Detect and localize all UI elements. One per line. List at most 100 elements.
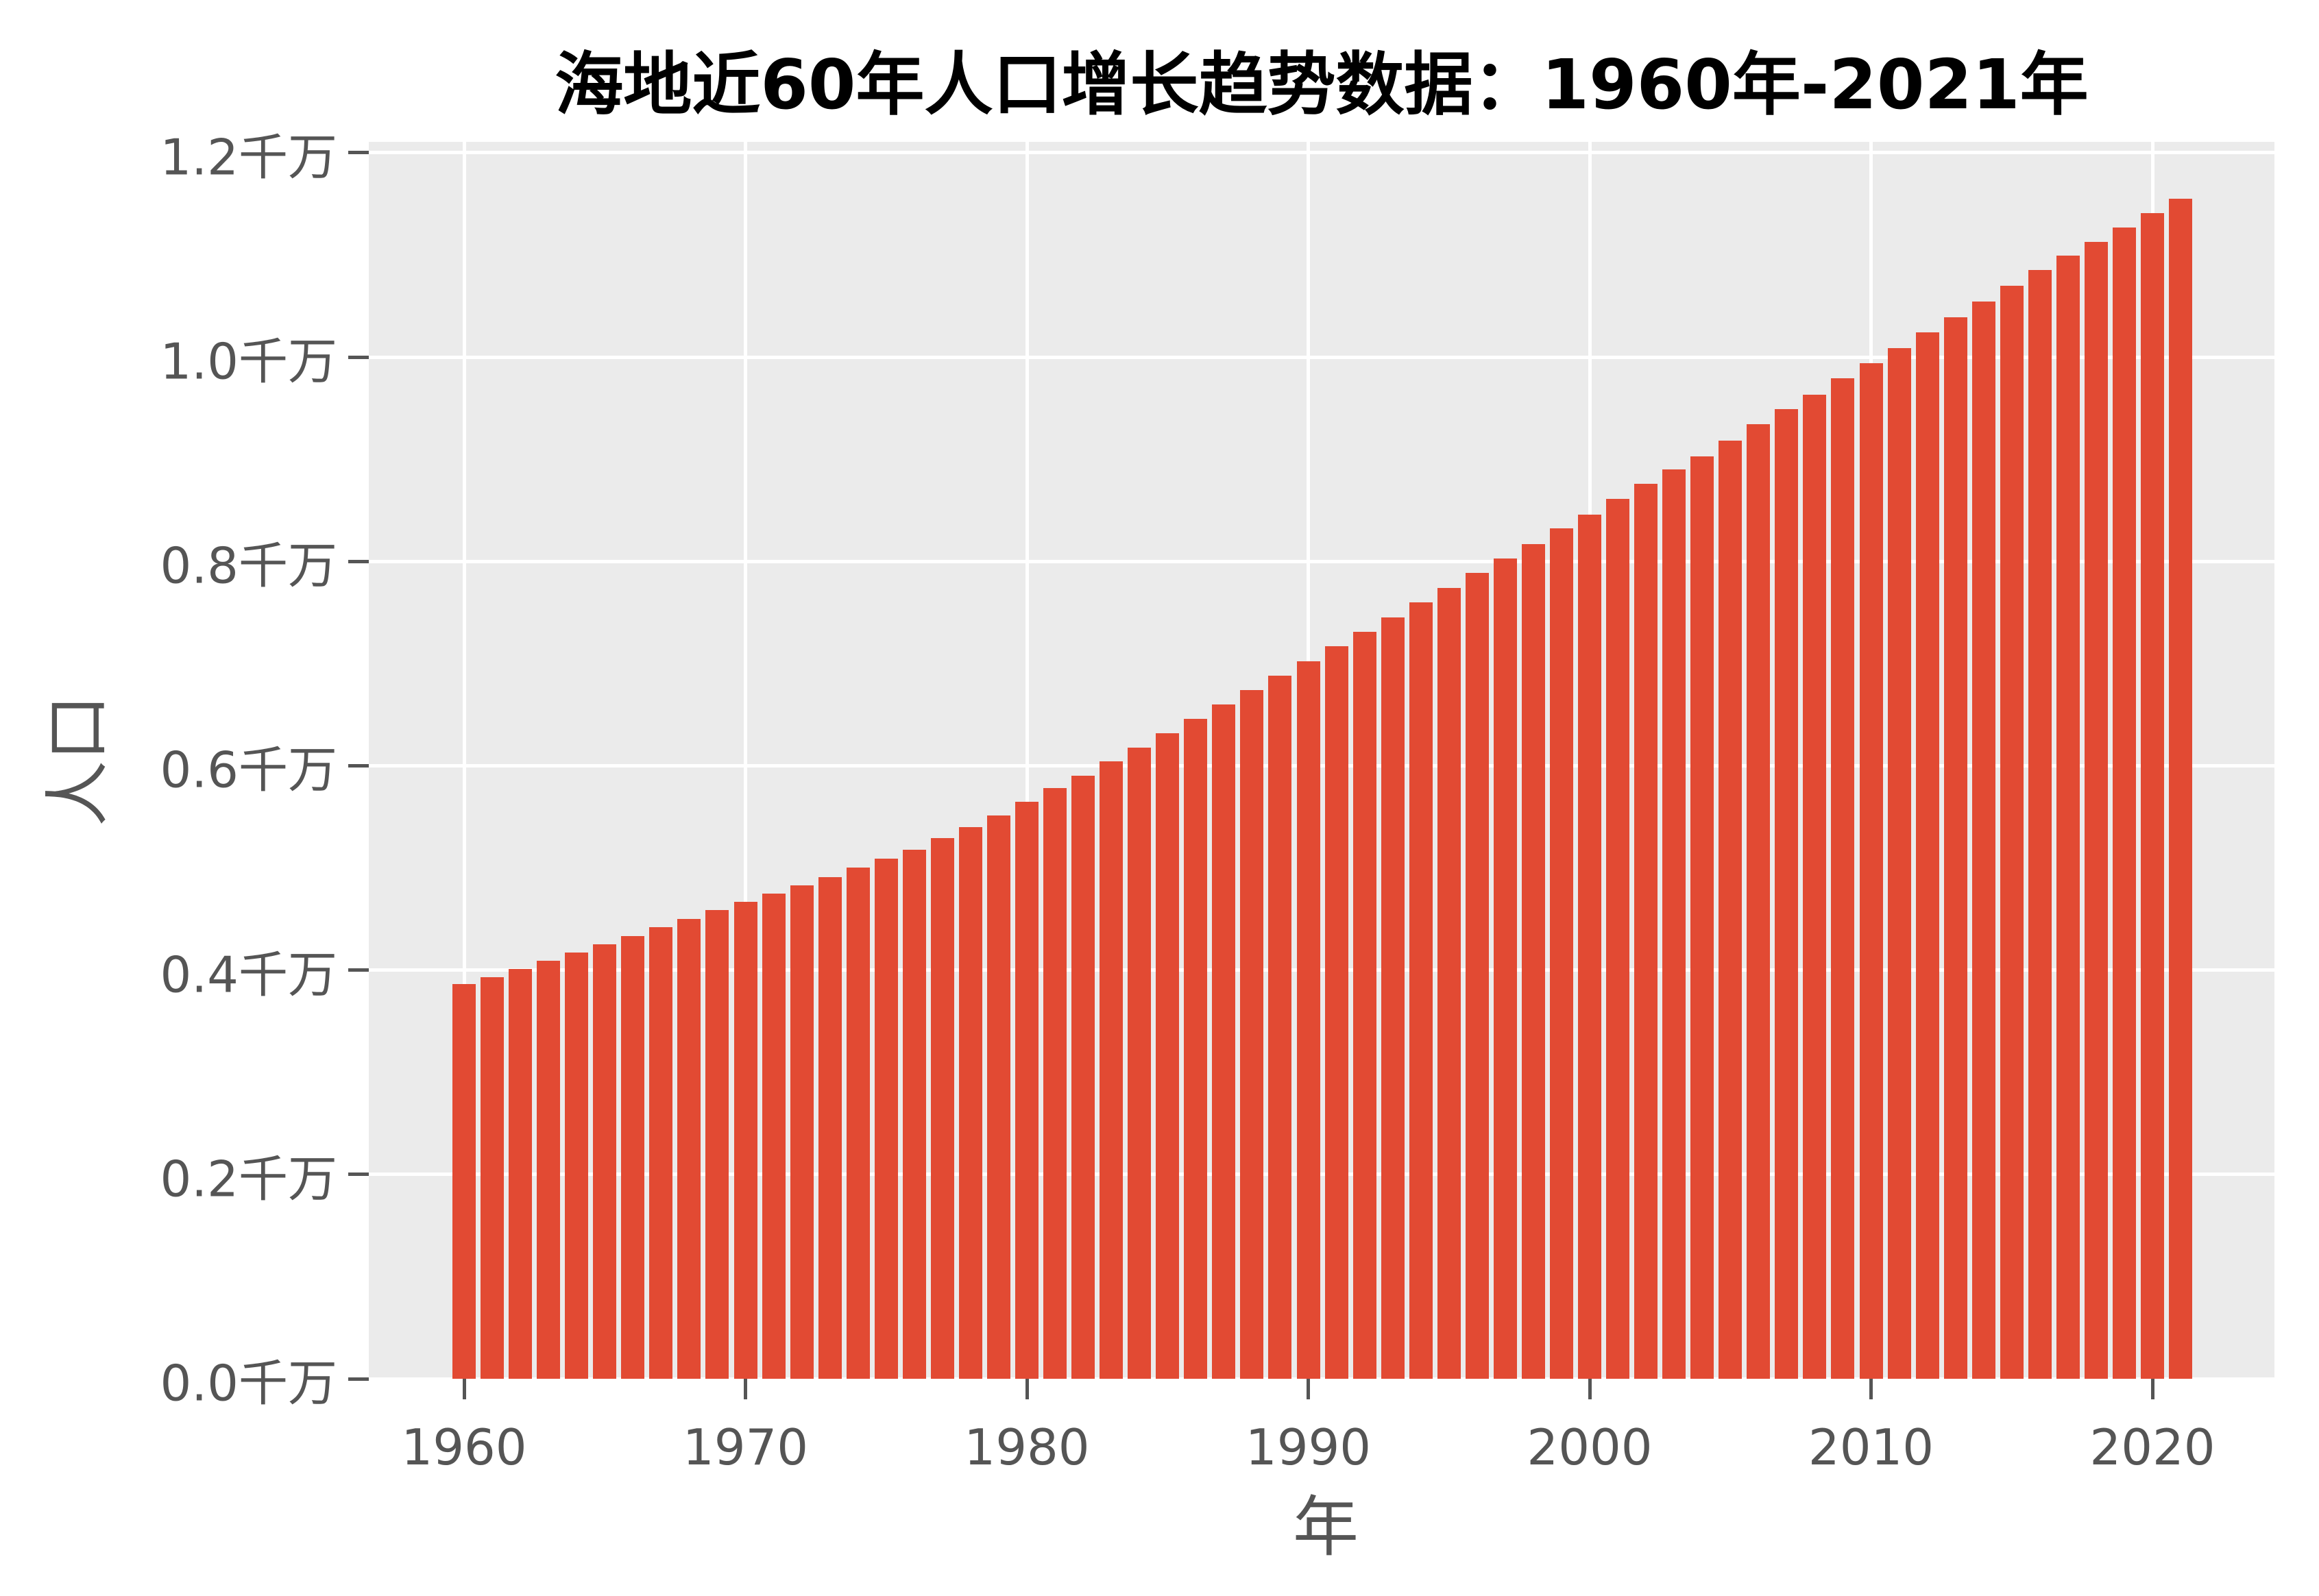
bar-2017 <box>2056 256 2080 1379</box>
y-tick-mark-1.0千万 <box>348 355 369 359</box>
x-tick-label: 2010 <box>1808 1419 1934 1476</box>
bar-2000 <box>1578 515 1601 1379</box>
bar-1995 <box>1437 588 1461 1379</box>
bar-1983 <box>1100 761 1124 1379</box>
y-tick-mark-0.8千万 <box>348 559 369 563</box>
bar-1960 <box>452 984 476 1379</box>
bar-2021 <box>2169 199 2193 1379</box>
bar-2004 <box>1690 456 1714 1379</box>
y-tick-mark-0.6千万 <box>348 763 369 768</box>
bar-2003 <box>1662 469 1686 1379</box>
bar-1980 <box>1015 802 1039 1379</box>
y-gridline-0.0千万 <box>369 1377 2274 1381</box>
x-tick-label: 1980 <box>964 1419 1090 1476</box>
bar-1964 <box>565 953 589 1379</box>
y-tick-label: 1.0千万 <box>160 332 337 391</box>
y-gridline-0.2千万 <box>369 1173 2274 1177</box>
bar-1990 <box>1296 661 1320 1379</box>
bar-1961 <box>481 977 505 1379</box>
bar-2013 <box>1943 317 1967 1379</box>
y-gridline-1.2千万 <box>369 151 2274 155</box>
bar-1986 <box>1184 719 1208 1379</box>
bar-1977 <box>930 838 954 1379</box>
bar-1969 <box>705 910 729 1379</box>
bar-1985 <box>1156 733 1180 1379</box>
bar-2009 <box>1831 378 1855 1379</box>
bar-1999 <box>1549 528 1573 1379</box>
x-tick-label: 1970 <box>682 1419 809 1476</box>
bar-1962 <box>509 969 533 1379</box>
bar-1996 <box>1465 573 1489 1379</box>
x-gridline-1960 <box>462 142 466 1379</box>
bar-1982 <box>1071 776 1095 1379</box>
bar-2007 <box>1775 409 1799 1379</box>
x-tick-mark-1990 <box>1307 1379 1310 1399</box>
y-tick-mark-0.0千万 <box>348 1377 369 1381</box>
bar-1975 <box>874 859 898 1379</box>
y-tick-label: 0.6千万 <box>160 741 337 799</box>
y-tick-mark-1.2千万 <box>348 151 369 155</box>
bar-1968 <box>677 919 701 1379</box>
y-axis-title: 人口 <box>39 695 117 826</box>
x-tick-mark-2010 <box>1869 1379 1873 1399</box>
y-tick-label: 0.8千万 <box>160 537 337 595</box>
x-gridline-1980 <box>1025 142 1029 1379</box>
bar-2020 <box>2141 213 2164 1379</box>
bar-1972 <box>790 885 814 1379</box>
chart-title: 海地近60年人口增长趋势数据：1960年-2021年 <box>555 45 2089 125</box>
y-tick-label: 0.2千万 <box>160 1150 337 1208</box>
y-tick-mark-0.2千万 <box>348 1173 369 1177</box>
y-gridline-0.4千万 <box>369 968 2274 972</box>
x-axis-title: 年 <box>1293 1488 1359 1566</box>
bar-2012 <box>1915 332 1939 1379</box>
y-gridline-1.0千万 <box>369 355 2274 359</box>
bar-1978 <box>958 827 982 1379</box>
x-tick-mark-1980 <box>1025 1379 1029 1399</box>
bar-2011 <box>1887 348 1911 1379</box>
bar-1987 <box>1212 704 1236 1379</box>
bar-2008 <box>1803 395 1827 1379</box>
bar-2010 <box>1859 363 1883 1379</box>
y-tick-label: 0.0千万 <box>160 1354 337 1412</box>
x-tick-label: 1990 <box>1245 1419 1372 1476</box>
bar-2002 <box>1634 484 1658 1379</box>
bar-2014 <box>1971 302 1995 1379</box>
bar-1974 <box>846 868 870 1379</box>
bar-2016 <box>2028 270 2052 1379</box>
x-tick-label: 2000 <box>1527 1419 1653 1476</box>
plot-panel <box>369 142 2274 1381</box>
bar-1979 <box>986 815 1010 1379</box>
y-gridline-0.8千万 <box>369 559 2274 563</box>
x-tick-label: 2020 <box>2089 1419 2215 1476</box>
bar-1966 <box>621 936 645 1379</box>
bar-2006 <box>1747 424 1771 1379</box>
bar-2015 <box>2000 286 2024 1379</box>
bar-1994 <box>1409 602 1433 1379</box>
bar-1973 <box>818 877 842 1379</box>
x-tick-mark-2020 <box>2150 1379 2154 1399</box>
y-tick-mark-0.4千万 <box>348 968 369 972</box>
y-gridline-0.6千万 <box>369 763 2274 768</box>
x-tick-label: 1960 <box>401 1419 527 1476</box>
bar-1981 <box>1043 788 1067 1379</box>
bar-1988 <box>1240 690 1264 1379</box>
bar-1998 <box>1521 544 1545 1379</box>
x-gridline-1970 <box>744 142 747 1379</box>
y-tick-label: 0.4千万 <box>160 946 337 1004</box>
bar-1967 <box>649 927 673 1379</box>
y-tick-label: 1.2千万 <box>160 128 337 186</box>
bar-1991 <box>1324 646 1348 1379</box>
x-tick-mark-1970 <box>744 1379 747 1399</box>
x-tick-mark-2000 <box>1588 1379 1592 1399</box>
bar-1970 <box>733 902 757 1379</box>
bar-2005 <box>1719 441 1743 1379</box>
bar-1963 <box>537 961 561 1379</box>
bar-1997 <box>1493 558 1517 1379</box>
bar-1971 <box>762 894 786 1379</box>
bar-1992 <box>1352 632 1376 1379</box>
bar-1989 <box>1268 676 1292 1379</box>
bar-2001 <box>1606 499 1630 1379</box>
bar-2019 <box>2112 228 2136 1379</box>
bar-1993 <box>1381 617 1405 1379</box>
